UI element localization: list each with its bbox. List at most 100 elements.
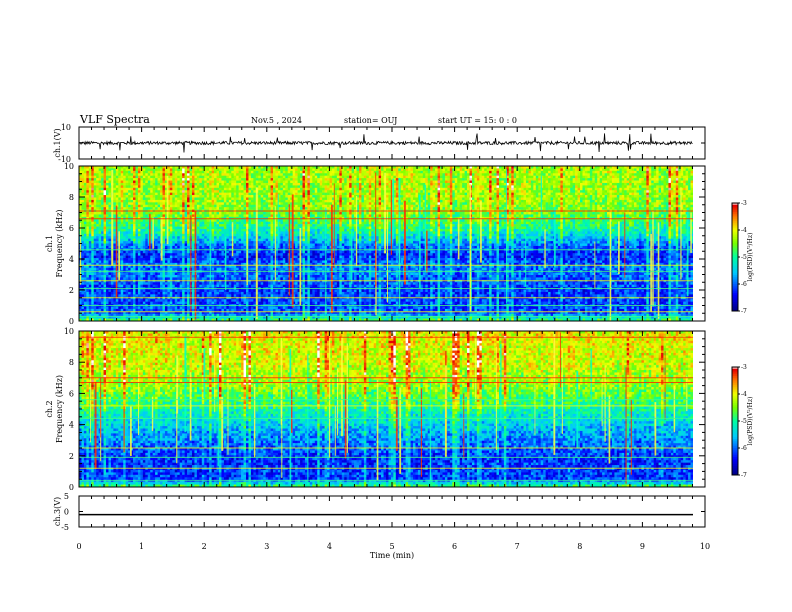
ch1-spec-cell [89,183,92,186]
ch1-spec-cell [226,277,229,280]
ch1-spec-cell [86,188,89,191]
ch1-spec-cell [217,241,220,244]
ch1-spec-cell [163,306,166,309]
ch1-spec-cell [244,222,247,225]
ch1-spec-cell [221,256,224,259]
ch1-spec-cell [94,219,97,222]
ch1-spec-cell [212,253,215,256]
ch1-spec-cell [172,195,175,198]
ch1-spec-cell [177,244,180,247]
ch1-spec-cell [239,231,242,234]
ch1-spec-cell [116,178,119,181]
ch1-spec-cell [155,197,158,200]
ch1-spec-cell [126,202,129,205]
ch1-spec-cell [192,212,195,215]
ch1-spec-cell [172,275,175,278]
ch1-spec-cell [113,292,116,295]
ch1-spec-cell [121,234,124,237]
ch1-spec-cell [118,190,121,193]
ch1-spec-cell [158,178,161,181]
ch1-spec-cell [170,251,173,254]
ch1-spec-cell [126,234,129,237]
ch1-spec-cell [128,195,131,198]
ch1-spec-cell [175,222,178,225]
ch1-spec-cell [121,241,124,244]
ch1-spec-cell [163,285,166,288]
ch1-spec-cell [251,231,254,234]
ch1-spec-cell [229,202,232,205]
ch1-spec-cell [108,200,111,203]
ch1-spec-cell [91,212,94,215]
ch1-spec-cell [104,256,107,259]
ch1-spec-cell [256,178,259,181]
ch1-spec-cell [204,181,207,184]
ch1-spec-cell [204,190,207,193]
ch1-spec-cell [126,239,129,242]
ch1-spec-cell [155,168,158,171]
ch1-spec-cell [251,219,254,222]
ch1-spec-cell [221,173,224,176]
ch1-spec-cell [121,282,124,285]
ch1-spec-cell [177,183,180,186]
ch1-spec-cell [140,275,143,278]
ch1-spec-cell [167,258,170,261]
ch1-spec-cell [170,294,173,297]
ch1-spec-cell [207,212,210,215]
ch1-spec-cell [123,246,126,249]
ch1-spec-cell [86,234,89,237]
ch1-spec-cell [133,173,136,176]
ch1-spec-cell [163,193,166,196]
ch1-spec-cell [118,168,121,171]
ch1-spec-cell [239,207,242,210]
ch1-spec-cell [229,285,232,288]
ch1-spec-cell [121,219,124,222]
ch1-spec-cell [256,168,259,171]
ch1-spec-cell [182,212,185,215]
ch1-spec-cell [199,205,202,208]
ch1-spec-cell [131,188,134,191]
ch1-spec-cell [145,285,148,288]
ch1-spec-cell [118,285,121,288]
ch1-spec-cell [81,183,84,186]
ch1-spec-cell [94,253,97,256]
ch1-spec-cell [123,273,126,276]
ch1-spec-cell [163,202,166,205]
ch1-spec-cell [239,185,242,188]
ch1-spec-cell [261,241,264,244]
ch1-spec-cell [163,231,166,234]
ch1-spec-cell [140,234,143,237]
ch1-spec-cell [163,246,166,249]
ch1-spec-cell [241,212,244,215]
ch1-spec-cell [202,205,205,208]
ch1-spec-cell [244,256,247,259]
ch1-spec-cell [241,188,244,191]
ch1-spec-cell [256,181,259,184]
ch1-spec-cell [104,265,107,268]
ch1-spec-cell [135,275,138,278]
ch1-spec-cell [214,302,217,305]
ch1-spec-cell [190,185,193,188]
ch1-spec-cell [261,290,264,293]
ch1-spec-cell [153,178,156,181]
ch1-spec-cell [175,277,178,280]
ch1-spec-cell [239,193,242,196]
ch1-spec-cell [197,258,200,261]
ch1-spec-cell [246,168,249,171]
ch1-spec-cell [175,212,178,215]
ch1-spec-cell [239,299,242,302]
ch1-spec-cell [89,197,92,200]
ch1-spec-cell [158,183,161,186]
ch1-spec-cell [236,202,239,205]
ch1-spec-cell [108,294,111,297]
ch1-spec-cell [266,181,269,184]
ch1-spec-cell [258,176,261,179]
ch1-spec-cell [121,292,124,295]
ch1-spec-cell [170,292,173,295]
ch1-spec-cell [91,282,94,285]
ch1-spec-cell [219,253,222,256]
ch1-spec-cell [126,241,129,244]
ch1-spec-cell [91,190,94,193]
ch1-spec-cell [140,253,143,256]
ch1-spec-cell [180,241,183,244]
ch1-spec-cell [226,268,229,271]
